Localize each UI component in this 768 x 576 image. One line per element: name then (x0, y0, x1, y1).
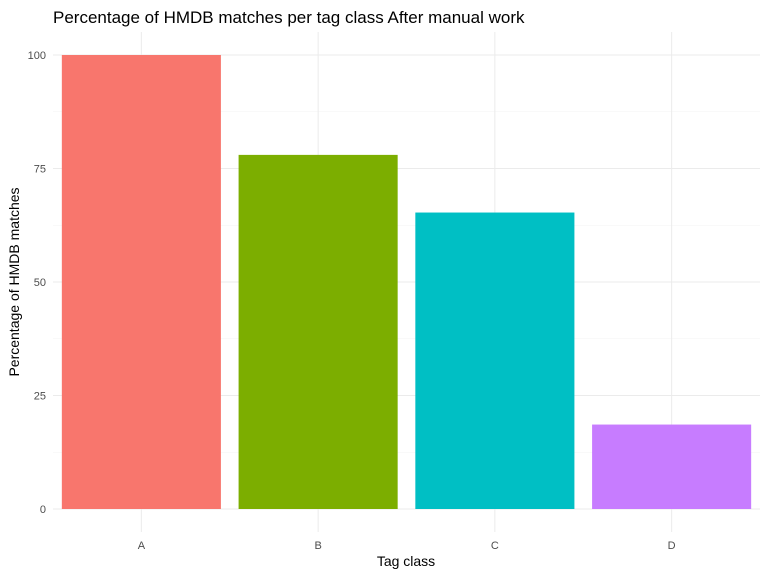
bar-d (592, 424, 752, 509)
y-axis-title: Percentage of HMDB matches (6, 187, 22, 376)
y-tick-label: 100 (28, 50, 46, 62)
bars (61, 55, 752, 509)
x-tick-label: C (491, 540, 499, 552)
bar-c (415, 212, 575, 509)
bar-b (238, 154, 398, 509)
y-tick-label: 25 (34, 391, 46, 403)
y-tick-label: 50 (34, 277, 46, 289)
x-axis-title: Tag class (377, 553, 435, 569)
bar-a (61, 55, 221, 509)
x-axis-ticks: A B C D (138, 540, 676, 552)
x-tick-label: A (138, 540, 146, 552)
y-axis-ticks: 0 25 50 75 100 (28, 50, 46, 516)
y-tick-label: 0 (40, 504, 46, 516)
chart-title: Percentage of HMDB matches per tag class… (53, 8, 525, 27)
y-tick-label: 75 (34, 164, 46, 176)
x-tick-label: D (668, 540, 676, 552)
x-tick-label: B (314, 540, 321, 552)
